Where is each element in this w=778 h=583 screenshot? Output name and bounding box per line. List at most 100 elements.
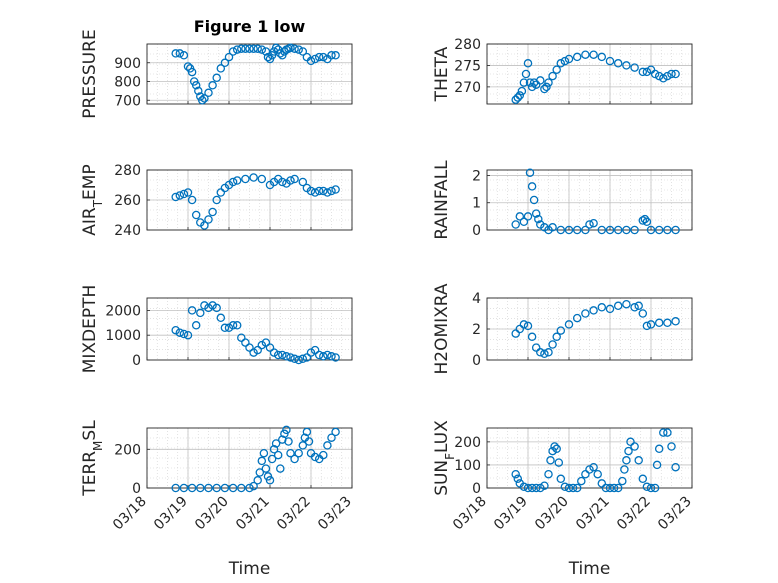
data-point xyxy=(267,454,277,464)
data-point xyxy=(654,318,664,328)
y-tick-label: 2 xyxy=(472,322,481,338)
data-point xyxy=(196,308,205,318)
data-point xyxy=(622,299,631,309)
data-point xyxy=(216,64,226,73)
data-point xyxy=(290,354,299,364)
data-point xyxy=(531,483,541,493)
data-point xyxy=(572,225,582,235)
data-point xyxy=(552,65,561,74)
data-point xyxy=(534,214,543,224)
data-point xyxy=(564,54,574,64)
data-point xyxy=(638,309,648,318)
data-point xyxy=(527,82,537,92)
axes-box xyxy=(146,43,353,105)
data-point xyxy=(630,303,639,312)
data-point xyxy=(519,217,529,227)
data-point xyxy=(208,207,217,217)
data-point xyxy=(241,338,250,347)
data-point xyxy=(654,225,664,235)
data-point xyxy=(187,195,197,205)
data-point xyxy=(249,173,258,182)
data-point xyxy=(278,177,287,187)
data-point xyxy=(513,93,523,102)
data-point xyxy=(191,81,201,90)
x-tick-label: 03/21 xyxy=(573,494,613,534)
data-point xyxy=(212,195,221,205)
data-point xyxy=(601,483,611,493)
data-point xyxy=(183,330,193,340)
data-point xyxy=(310,188,320,197)
data-point xyxy=(540,349,549,359)
data-point xyxy=(663,318,672,328)
data-point xyxy=(232,45,242,54)
data-point xyxy=(593,469,602,479)
axes-box xyxy=(486,297,693,361)
data-point xyxy=(589,218,598,228)
data-point xyxy=(663,225,672,235)
data-point xyxy=(310,54,320,64)
data-point xyxy=(572,483,582,493)
data-point xyxy=(179,483,189,493)
data-point xyxy=(249,44,258,53)
data-point xyxy=(597,52,607,62)
data-point xyxy=(208,81,217,90)
data-point xyxy=(286,448,295,458)
data-point xyxy=(585,220,594,229)
data-point xyxy=(257,45,267,54)
data-point xyxy=(556,474,566,484)
data-point xyxy=(622,456,631,465)
data-point xyxy=(548,223,557,232)
data-point xyxy=(232,321,242,330)
data-point xyxy=(638,216,648,225)
data-point xyxy=(314,186,324,196)
chart-title: Figure 1 low xyxy=(194,17,306,36)
data-point xyxy=(216,188,226,197)
data-point xyxy=(237,483,246,493)
data-point xyxy=(624,446,633,456)
data-point xyxy=(198,96,207,105)
data-point xyxy=(671,462,680,472)
y-tick-label: 800 xyxy=(114,75,141,91)
x-tick-label: 03/23 xyxy=(655,494,695,534)
data-point xyxy=(204,483,213,493)
data-point xyxy=(282,352,291,361)
y-tick-label: 200 xyxy=(114,442,141,458)
data-point xyxy=(613,225,623,235)
data-point xyxy=(515,91,525,100)
y-tick-label: 2 xyxy=(472,168,481,184)
data-point xyxy=(286,43,295,53)
axes-box xyxy=(146,297,353,361)
y-tick-label: 0 xyxy=(472,481,481,497)
data-point xyxy=(556,225,566,235)
data-point xyxy=(515,212,525,221)
data-point xyxy=(286,353,295,362)
data-point xyxy=(650,483,660,493)
data-point xyxy=(290,454,299,464)
data-point xyxy=(523,212,533,221)
data-point xyxy=(605,56,615,66)
data-point xyxy=(265,476,275,485)
data-point xyxy=(228,177,238,187)
data-point xyxy=(319,450,328,460)
data-point xyxy=(212,303,221,313)
data-point xyxy=(273,350,283,360)
data-point xyxy=(663,428,672,437)
data-point xyxy=(605,225,615,235)
y-tick-label: 275 xyxy=(454,58,481,74)
data-point xyxy=(319,186,328,196)
data-point xyxy=(259,448,269,458)
subplot-6: 4 2 0 H2OMIXRA xyxy=(432,283,693,375)
data-point xyxy=(237,44,246,53)
data-point xyxy=(310,452,320,462)
data-point xyxy=(263,52,273,62)
data-point xyxy=(589,462,598,472)
data-point xyxy=(652,460,662,470)
data-point xyxy=(581,225,590,235)
y-tick-label: 100 xyxy=(454,458,481,474)
data-point xyxy=(589,50,598,59)
data-point xyxy=(224,52,234,62)
data-point xyxy=(171,192,180,202)
